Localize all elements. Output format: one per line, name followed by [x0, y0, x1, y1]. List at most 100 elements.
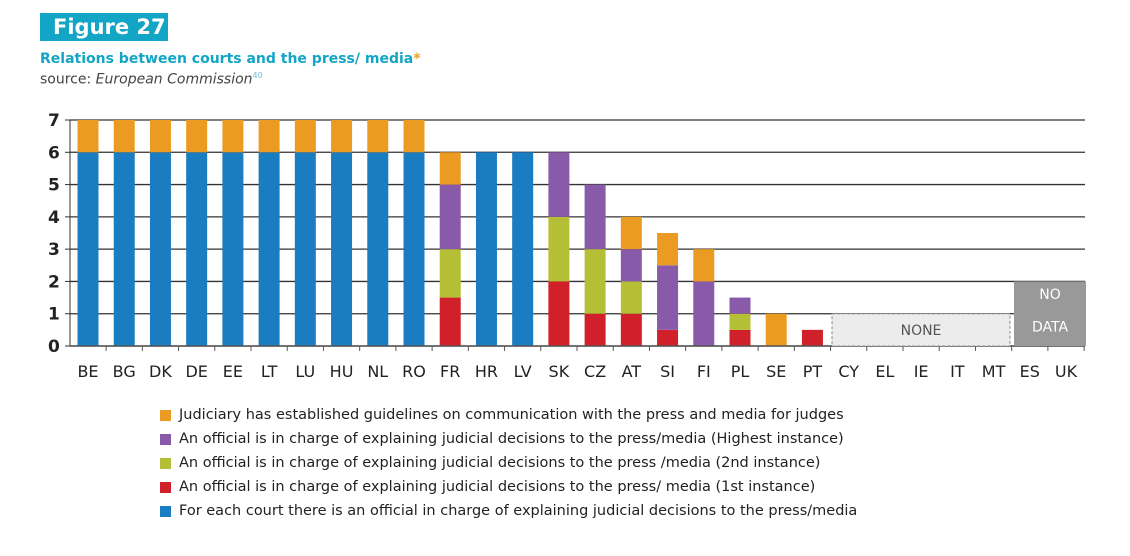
legend-label: For each court there is an official in c…	[179, 503, 858, 519]
y-tick-label: 3	[48, 240, 60, 260]
chart-title: Relations between courts and the press/ …	[40, 51, 421, 67]
bar-segment	[222, 152, 244, 346]
legend: Judiciary has established guidelines on …	[160, 403, 857, 523]
bar-segment	[294, 120, 316, 153]
bar-segment	[186, 120, 208, 153]
bar-segment	[186, 152, 208, 346]
bar-segment	[657, 233, 679, 266]
x-tick-label: NL	[367, 362, 388, 381]
x-tick-label: IE	[914, 362, 929, 381]
x-tick-label: DE	[185, 362, 207, 381]
legend-label: An official is in charge of explaining j…	[179, 479, 816, 495]
x-tick-label: PL	[731, 362, 750, 381]
bar-segment	[729, 329, 751, 346]
x-tick-label: AT	[622, 362, 642, 381]
legend-item: An official is in charge of explaining j…	[160, 427, 857, 451]
no-data-label: DATA	[1032, 319, 1068, 335]
figure-label: Figure 27	[40, 13, 168, 41]
legend-swatch	[160, 409, 171, 421]
bar-segment	[113, 120, 135, 153]
x-tick-label: RO	[402, 362, 426, 381]
x-tick-label: DK	[149, 362, 172, 381]
bar-segment	[367, 120, 389, 153]
title-asterisk: *	[413, 51, 421, 67]
bar-segment	[439, 152, 461, 185]
none-box	[831, 313, 1011, 347]
source-name: European Commission	[95, 71, 253, 88]
bar-segment	[584, 249, 606, 314]
bar-segment	[77, 120, 99, 153]
legend-item: An official is in charge of explaining j…	[160, 451, 857, 475]
x-tick-label: FI	[697, 362, 711, 381]
y-tick-label: 2	[48, 272, 60, 292]
x-tick-label: SI	[660, 362, 675, 381]
legend-item: For each court there is an official in c…	[160, 499, 857, 523]
bar-segment	[258, 120, 280, 153]
y-tick-label: 1	[48, 305, 60, 325]
legend-swatch	[160, 457, 171, 469]
bar-segment	[403, 152, 425, 346]
bar-segment	[801, 329, 823, 346]
bar-segment	[729, 297, 751, 314]
legend-item: Judiciary has established guidelines on …	[160, 403, 857, 427]
bar-segment	[294, 152, 316, 346]
x-tick-label: CY	[838, 362, 859, 381]
source-footnote: 40	[252, 71, 263, 80]
no-data-box	[1014, 281, 1086, 346]
y-tick-label: 4	[48, 208, 60, 228]
x-tick-label: BE	[77, 362, 98, 381]
bar-segment	[149, 120, 171, 153]
y-tick-label: 0	[48, 337, 60, 357]
bar-segment	[403, 120, 425, 153]
bar-segment	[222, 120, 244, 153]
bar-segment	[512, 152, 534, 346]
no-data-label: NO	[1039, 287, 1061, 303]
bar-segment	[693, 249, 715, 282]
bar-segment	[620, 216, 642, 250]
bar-segment	[258, 152, 280, 346]
x-tick-label: SK	[549, 362, 570, 381]
x-tick-label: MT	[982, 362, 1006, 381]
stacked-bar-chart: 0 1 2 3 4 5 6 7 BE BG DK DE EE LT LU HU NL RO FR HR LV SK CZ AT…	[48, 111, 1086, 381]
x-tick-label: LT	[261, 362, 278, 381]
bar-segment	[548, 281, 570, 346]
bar-segment	[548, 152, 570, 217]
legend-swatch	[160, 481, 171, 493]
bar-segment	[439, 249, 461, 298]
bar-segment	[620, 313, 642, 346]
bar-segment	[367, 152, 389, 346]
bar-segment	[693, 281, 715, 346]
bar-segment	[620, 249, 642, 282]
none-label: NONE	[901, 323, 942, 339]
x-tick-label: BG	[113, 362, 136, 381]
bar-segment	[584, 184, 606, 250]
x-tick-label: ES	[1020, 362, 1040, 381]
y-tick-label: 5	[48, 176, 60, 196]
bar-segment	[765, 313, 787, 346]
legend-label: An official is in charge of explaining j…	[179, 431, 844, 447]
bar-segment	[657, 265, 679, 330]
bar-segment	[548, 216, 570, 282]
x-tick-label: HU	[330, 362, 354, 381]
bar-segment	[657, 329, 679, 346]
bar-segment	[620, 281, 642, 314]
source-prefix: source:	[40, 71, 96, 88]
x-tick-label: EE	[223, 362, 243, 381]
legend-swatch	[160, 433, 171, 445]
x-tick-label: SE	[766, 362, 786, 381]
bar-segment	[584, 313, 606, 346]
y-tick-label: 7	[48, 111, 60, 131]
x-tick-label: EL	[875, 362, 894, 381]
bar-segment	[77, 152, 99, 346]
x-tick-label: UK	[1055, 362, 1078, 381]
title-text: Relations between courts and the press/ …	[40, 51, 414, 67]
bar-segment	[331, 120, 353, 153]
bar-segment	[113, 152, 135, 346]
bar-segment	[475, 152, 497, 346]
bar-segment	[331, 152, 353, 346]
legend-label: An official is in charge of explaining j…	[179, 455, 821, 471]
x-tick-label: HR	[475, 362, 498, 381]
chart-source: source: European Commission40	[40, 71, 263, 88]
x-tick-label: PT	[803, 362, 823, 381]
x-tick-label: LU	[295, 362, 315, 381]
